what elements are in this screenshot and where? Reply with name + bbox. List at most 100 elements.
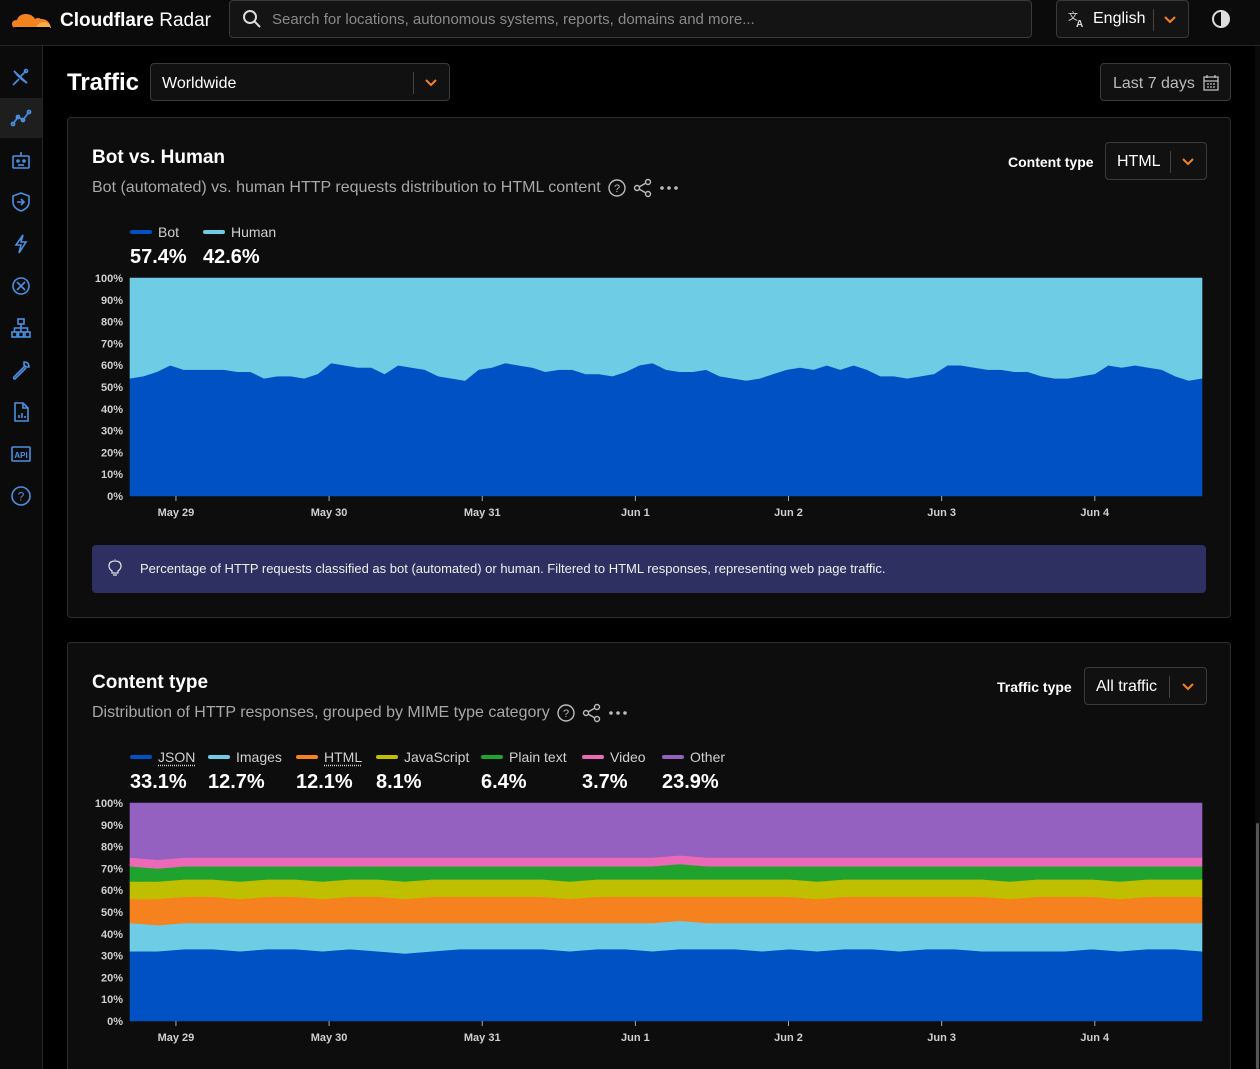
sidebar-item-reports[interactable] xyxy=(0,392,42,432)
language-select[interactable]: 文 A English xyxy=(1056,0,1189,38)
y-tick-label: 10% xyxy=(101,994,123,1006)
report-icon xyxy=(10,401,32,423)
sidebar-item-traffic[interactable] xyxy=(0,98,42,138)
scrollbar-thumb[interactable] xyxy=(1256,823,1259,1069)
sidebar-item-api[interactable]: API xyxy=(0,434,42,474)
more-options-icon[interactable] xyxy=(608,703,628,723)
robot-icon xyxy=(10,149,32,171)
legend-value: 8.1% xyxy=(376,771,422,794)
legend-swatch xyxy=(296,755,318,759)
sidebar-item-help[interactable]: ? xyxy=(0,476,42,516)
divider xyxy=(1153,9,1154,31)
lightbulb-icon xyxy=(106,559,124,577)
area-series-html[interactable] xyxy=(130,897,1202,925)
sidebar-item-bots[interactable] xyxy=(0,140,42,180)
search-input[interactable] xyxy=(272,11,1012,28)
content-type-chart[interactable]: 0% 10% 20% 30% 40% 50% 60% 70% 80% 90% 100% May 29 M… xyxy=(92,795,1212,1060)
legend-label: HTML xyxy=(324,749,362,765)
y-tick-label: 60% xyxy=(101,885,123,897)
legend-swatch xyxy=(481,755,503,759)
sidebar-item-routing[interactable] xyxy=(0,308,42,348)
bot-human-chart[interactable]: 0% 10% 20% 30% 40% 50% 60% 70% 80% 90% 100% May 29 M… xyxy=(92,270,1212,535)
x-tick-label: Jun 4 xyxy=(1080,507,1110,519)
wrench-icon xyxy=(10,359,32,381)
chevron-down-icon xyxy=(1163,13,1177,27)
legend-swatch xyxy=(130,755,152,759)
legend-value: 23.9% xyxy=(662,771,719,794)
date-range-picker[interactable]: Last 7 days xyxy=(1100,63,1231,101)
sidebar-item-observatory[interactable] xyxy=(0,56,42,96)
x-tick-label: Jun 1 xyxy=(621,1032,650,1044)
y-tick-label: 100% xyxy=(95,798,123,810)
share-icon[interactable] xyxy=(633,178,653,198)
y-tick-label: 100% xyxy=(95,273,123,285)
chevron-down-icon xyxy=(1181,680,1195,694)
traffic-type-value: All traffic xyxy=(1096,678,1157,696)
legend-label: JSON xyxy=(158,749,195,765)
calendar-icon xyxy=(1202,74,1220,92)
y-tick-label: 0% xyxy=(107,491,123,503)
y-tick-label: 70% xyxy=(101,338,123,350)
legend-value: 12.1% xyxy=(296,771,353,794)
legend-label: Plain text xyxy=(509,749,567,765)
y-tick-label: 40% xyxy=(101,404,123,416)
card-subtitle-text: Distribution of HTTP responses, grouped … xyxy=(92,704,550,722)
x-tick-label: Jun 3 xyxy=(927,1032,956,1044)
svg-text:A: A xyxy=(1076,19,1083,28)
content-type-card: Content type Distribution of HTTP respon… xyxy=(67,642,1231,1069)
area-series-plain-text[interactable] xyxy=(130,864,1202,882)
sidebar-item-attacks[interactable] xyxy=(0,224,42,264)
y-tick-label: 50% xyxy=(101,382,123,394)
satellite-dish-icon xyxy=(10,65,32,87)
area-series-images[interactable] xyxy=(130,921,1202,954)
chevron-down-icon xyxy=(1181,155,1195,169)
area-series-javascript[interactable] xyxy=(130,879,1202,899)
area-series-human[interactable] xyxy=(130,278,1202,381)
help-icon[interactable]: ? xyxy=(607,178,627,198)
help-icon[interactable]: ? xyxy=(556,703,576,723)
x-tick-label: May 29 xyxy=(158,1032,195,1044)
legend-value: 33.1% xyxy=(130,771,187,794)
sidebar-item-connectivity[interactable] xyxy=(0,266,42,306)
y-tick-label: 30% xyxy=(101,951,123,963)
content-type-select[interactable]: HTML xyxy=(1105,142,1207,180)
legend-swatch xyxy=(203,230,225,234)
card-title: Bot vs. Human xyxy=(92,147,225,169)
sidebar-item-security[interactable] xyxy=(0,182,42,222)
traffic-type-select[interactable]: All traffic xyxy=(1084,667,1207,705)
share-icon[interactable] xyxy=(582,703,602,723)
y-tick-label: 60% xyxy=(101,360,123,372)
legend-value: 6.4% xyxy=(481,771,527,794)
area-series-bot[interactable] xyxy=(130,363,1202,496)
area-series-json[interactable] xyxy=(130,949,1202,1021)
area-series-other[interactable] xyxy=(130,803,1202,860)
info-box: Percentage of HTTP requests classified a… xyxy=(92,545,1206,593)
card-subtitle: Bot (automated) vs. human HTTP requests … xyxy=(92,178,679,198)
location-select[interactable]: Worldwide xyxy=(150,63,450,101)
y-tick-label: 0% xyxy=(107,1016,123,1028)
sidebar-item-tools[interactable] xyxy=(0,350,42,390)
date-range-value: Last 7 days xyxy=(1113,75,1195,93)
more-options-icon[interactable] xyxy=(659,178,679,198)
help-icon: ? xyxy=(10,485,32,507)
legend-label: JavaScript xyxy=(404,749,469,765)
legend-swatch xyxy=(376,755,398,759)
theme-toggle-icon[interactable] xyxy=(1210,8,1232,30)
legend-swatch xyxy=(130,230,152,234)
traffic-type-label: Traffic type xyxy=(997,679,1072,695)
x-tick-label: May 31 xyxy=(464,507,501,519)
legend-label: Human xyxy=(231,224,276,240)
card-subtitle-text: Bot (automated) vs. human HTTP requests … xyxy=(92,179,601,197)
x-tick-label: Jun 2 xyxy=(774,507,803,519)
x-tick-label: May 31 xyxy=(464,1032,501,1044)
search-bar[interactable] xyxy=(229,0,1032,38)
shield-arrow-icon xyxy=(10,191,32,213)
legend-label: Images xyxy=(236,749,282,765)
cloudflare-radar-logo[interactable]: Cloudflare Radar xyxy=(10,6,211,36)
x-tick-label: May 29 xyxy=(158,507,195,519)
legend-swatch xyxy=(208,755,230,759)
y-tick-label: 50% xyxy=(101,907,123,919)
card-title: Content type xyxy=(92,672,208,694)
network-tree-icon xyxy=(10,317,32,339)
connectivity-icon xyxy=(10,275,32,297)
